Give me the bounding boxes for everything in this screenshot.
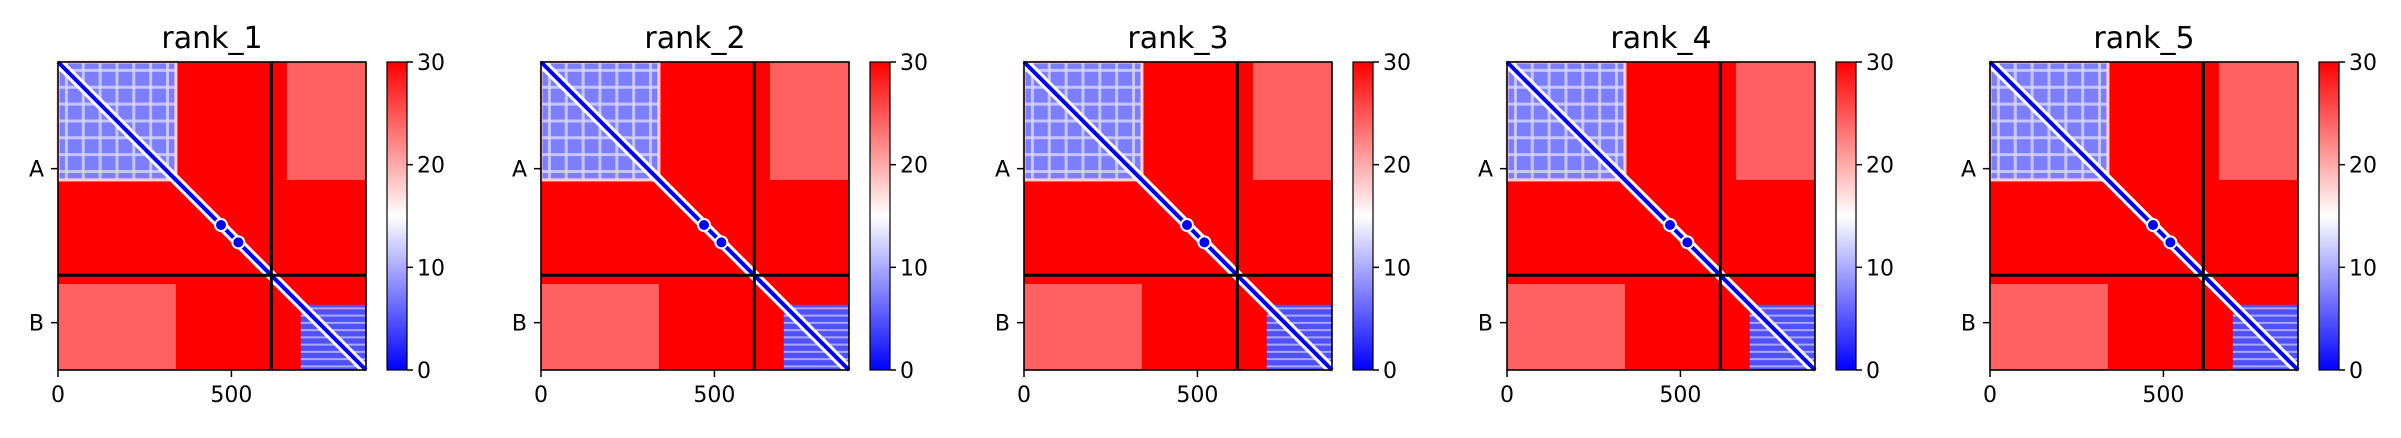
diagonal-blob [1180,218,1195,233]
cross-block-ba [58,283,176,370]
colorbar-tick-label: 20 [2349,154,2377,179]
diagonal [1988,60,2300,372]
y-tick-label: A [1478,158,1493,183]
colorbar [386,61,408,371]
colorbar-tick-label: 30 [417,51,445,76]
diagonal [1022,60,1334,372]
plot-frame [540,61,850,371]
y-tick-label: A [512,158,527,183]
colorbar [869,61,891,371]
y-tick-label: B [1478,312,1493,337]
colorbar-tick-label: 10 [900,256,928,281]
cross-block-ba [1024,283,1142,370]
x-tick-label: 500 [1176,383,1218,408]
x-tick-label: 0 [51,383,65,408]
diagonal [539,60,851,372]
diagonal-blob [697,218,712,233]
y-tick-label: A [1961,158,1976,183]
panel-title: rank_2 [644,21,745,56]
y-tick-label: B [995,312,1010,337]
diagonal [1505,60,1817,372]
y-tick-label: B [512,312,527,337]
cross-block-ab [1252,62,1332,180]
heatmap-panel-2: rank_2 0 500 A B 0 10 20 30 [512,21,928,408]
colorbar-tick-label: 0 [417,359,431,384]
colorbar [2318,61,2340,371]
diagonal-blob [1663,218,1678,233]
heatmap-panel-4: rank_4 0 500 A B 0 10 20 30 [1478,21,1894,408]
diagonal-blob [2163,235,2178,250]
plot-frame [1989,61,2299,371]
x-tick-label: 500 [693,383,735,408]
y-tick-label: A [995,158,1010,183]
panel-title: rank_3 [1127,21,1228,56]
y-tick-label: A [29,158,44,183]
colorbar-tick-label: 20 [1383,154,1411,179]
panel-title: rank_4 [1610,21,1711,56]
cross-block-ab [769,62,849,180]
diagonal [56,60,368,372]
plot-frame [1023,61,1333,371]
cross-block-ba [1990,283,2108,370]
diagonal-blob [714,235,729,250]
domain-block-b-texture [1266,307,1332,368]
panel-title: rank_1 [161,21,262,56]
colorbar-tick-label: 30 [900,51,928,76]
colorbar-tick-label: 20 [1866,154,1894,179]
diagonal-blob [231,235,246,250]
cross-block-ab [286,62,366,180]
y-tick-label: B [1961,312,1976,337]
diagonal-blob [2146,218,2161,233]
x-tick-label: 0 [1983,383,1997,408]
x-tick-label: 0 [534,383,548,408]
cross-block-ab [1735,62,1815,180]
colorbar-tick-label: 30 [1866,51,1894,76]
colorbar-tick-label: 0 [1383,359,1397,384]
colorbar-tick-label: 0 [1866,359,1880,384]
x-tick-label: 0 [1500,383,1514,408]
colorbar-tick-label: 20 [900,154,928,179]
diagonal-blob [214,218,229,233]
colorbar-tick-label: 20 [417,154,445,179]
diagonal-blob [1197,235,1212,250]
colorbar-tick-label: 10 [1383,256,1411,281]
x-tick-label: 500 [210,383,252,408]
heatmap-panel-5: rank_5 0 500 A B 0 10 20 30 [1961,21,2377,408]
heatmap-panel-3: rank_3 0 500 A B 0 10 20 30 [995,21,1411,408]
heatmap-panel-1: rank_1 0 500 A B 0 10 20 30 [29,21,445,408]
colorbar [1352,61,1374,371]
x-tick-label: 500 [1659,383,1701,408]
diagonal-blob [1680,235,1695,250]
colorbar-tick-label: 10 [2349,256,2377,281]
colorbar [1835,61,1857,371]
x-tick-label: 500 [2142,383,2184,408]
cross-block-ba [541,283,659,370]
cross-block-ba [1507,283,1625,370]
plot-frame [57,61,367,371]
cross-block-ab [2218,62,2298,180]
x-tick-label: 0 [1017,383,1031,408]
colorbar-tick-label: 30 [1383,51,1411,76]
colorbar-tick-label: 0 [900,359,914,384]
domain-block-a-texture [1024,62,1142,180]
panel-title: rank_5 [2093,21,2194,56]
colorbar-tick-label: 10 [1866,256,1894,281]
colorbar-tick-label: 10 [417,256,445,281]
y-tick-label: B [29,312,44,337]
colorbar-tick-label: 30 [2349,51,2377,76]
plot-frame [1506,61,1816,371]
colorbar-tick-label: 0 [2349,359,2363,384]
